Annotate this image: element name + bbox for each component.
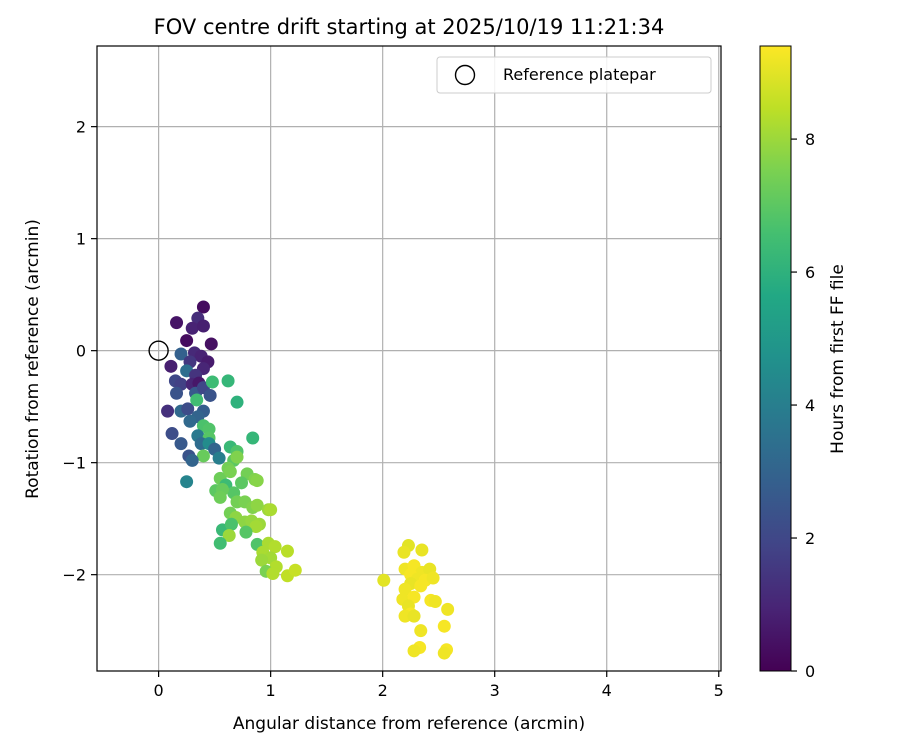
data-point (205, 375, 219, 389)
legend-label: Reference platepar (503, 65, 656, 84)
y-axis-label: Rotation from reference (arcmin) (23, 219, 43, 499)
colorbar-tick-label: 2 (805, 529, 815, 548)
data-point (221, 374, 235, 388)
colorbar-tick-label: 8 (805, 130, 815, 149)
data-point (204, 337, 218, 351)
data-point (202, 422, 216, 436)
data-point (224, 517, 238, 531)
data-point (174, 347, 188, 361)
x-axis-ticks: 0 1 2 3 4 5 (154, 671, 724, 700)
x-tick-label: 2 (378, 681, 388, 700)
data-point (161, 404, 175, 418)
data-point (280, 544, 294, 558)
data-point (181, 402, 195, 416)
colorbar-tick-label: 0 (805, 662, 815, 681)
data-point (213, 490, 227, 504)
x-tick-label: 4 (602, 681, 612, 700)
data-point (250, 474, 264, 488)
plot-frame (96, 45, 722, 672)
data-point (180, 334, 194, 348)
y-tick-label: 1 (76, 230, 86, 249)
data-point (428, 595, 442, 609)
y-axis-ticks: 2 1 0 −1 −2 (62, 118, 97, 585)
data-point (203, 388, 217, 402)
data-point (239, 525, 253, 539)
data-point (268, 540, 282, 554)
data-point (377, 573, 391, 587)
data-point (230, 395, 244, 409)
data-point (196, 300, 210, 314)
data-point (174, 437, 188, 451)
data-point (426, 571, 440, 585)
data-point (196, 319, 210, 333)
data-point (407, 609, 421, 623)
y-tick-label: 0 (76, 342, 86, 361)
colorbar (759, 45, 792, 672)
y-tick-label: −2 (62, 566, 86, 585)
x-axis-label: Angular distance from reference (arcmin) (233, 714, 585, 734)
data-point (437, 619, 451, 633)
data-point (398, 582, 412, 596)
colorbar-tick-label: 4 (805, 396, 815, 415)
reference-platepar-marker (148, 340, 169, 361)
data-point (165, 427, 179, 441)
data-point (213, 536, 227, 550)
data-point (397, 545, 411, 559)
data-point (249, 520, 263, 534)
legend-marker-icon (454, 64, 476, 86)
data-point (185, 321, 199, 335)
x-tick-label: 3 (490, 681, 500, 700)
data-point (190, 393, 204, 407)
data-point (266, 567, 280, 581)
data-point (222, 528, 236, 542)
data-point (437, 646, 451, 660)
legend-box (436, 56, 712, 94)
data-point (441, 602, 455, 616)
data-point (246, 431, 260, 445)
data-point (255, 553, 269, 567)
data-point (407, 644, 421, 658)
x-tick-label: 1 (266, 681, 276, 700)
data-point (196, 449, 210, 463)
y-tick-label: −1 (62, 454, 86, 473)
data-point (180, 475, 194, 489)
data-point (170, 316, 184, 330)
x-tick-label: 0 (154, 681, 164, 700)
data-point (185, 453, 199, 467)
data-point (414, 624, 428, 638)
x-tick-label: 5 (714, 681, 724, 700)
data-point (212, 451, 226, 465)
data-point (398, 609, 412, 623)
data-points (161, 300, 455, 660)
chart-title: FOV centre drift starting at 2025/10/19 … (154, 15, 665, 39)
data-point (415, 543, 429, 557)
data-point (264, 503, 278, 517)
data-point (170, 386, 184, 400)
data-point (235, 476, 249, 490)
colorbar-tick-label: 6 (805, 263, 815, 282)
colorbar-label: Hours from first FF file (828, 264, 848, 454)
colorbar-ticks: 0 2 4 6 8 (791, 130, 815, 681)
data-point (250, 498, 264, 512)
data-point (164, 359, 178, 373)
data-point (223, 465, 237, 479)
legend: Reference platepar (436, 56, 712, 94)
data-point (288, 563, 302, 577)
data-point (183, 414, 197, 428)
data-point (230, 450, 244, 464)
data-point (414, 579, 428, 593)
y-tick-label: 2 (76, 118, 86, 137)
